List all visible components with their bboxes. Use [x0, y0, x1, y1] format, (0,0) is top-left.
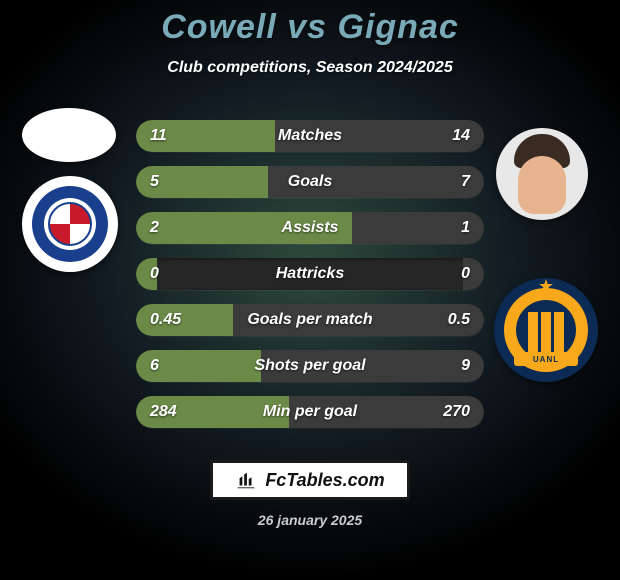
subtitle: Club competitions, Season 2024/2025	[0, 59, 620, 77]
watermark: FcTables.com	[0, 460, 620, 500]
player-left-avatar	[22, 108, 116, 162]
stat-label: Shots per goal	[136, 350, 484, 382]
stat-label: Goals per match	[136, 304, 484, 336]
club-badge-left	[22, 176, 118, 272]
chart-icon	[235, 469, 257, 491]
star-icon: ★	[494, 276, 598, 297]
stat-label: Hattricks	[136, 258, 484, 290]
stats-list: 1114Matches 57Goals 21Assists 00Hattricks 0.…	[136, 120, 484, 442]
badge-banner: UANL	[514, 352, 578, 366]
stat-label: Assists	[136, 212, 484, 244]
stat-row: 284270Min per goal	[136, 396, 484, 428]
stat-row: 1114Matches	[136, 120, 484, 152]
date: 26 january 2025	[0, 512, 620, 528]
player-right-avatar	[496, 128, 588, 220]
badge-crest	[48, 202, 92, 246]
stat-row: 00Hattricks	[136, 258, 484, 290]
watermark-text: FcTables.com	[265, 470, 384, 491]
stat-row: 69Shots per goal	[136, 350, 484, 382]
page-title: Cowell vs Gignac	[0, 8, 620, 47]
stat-row: 21Assists	[136, 212, 484, 244]
club-badge-right: ★ UANL	[494, 278, 598, 382]
stat-row: 57Goals	[136, 166, 484, 198]
stat-row: 0.450.5Goals per match	[136, 304, 484, 336]
stat-label: Matches	[136, 120, 484, 152]
stat-label: Goals	[136, 166, 484, 198]
stat-label: Min per goal	[136, 396, 484, 428]
